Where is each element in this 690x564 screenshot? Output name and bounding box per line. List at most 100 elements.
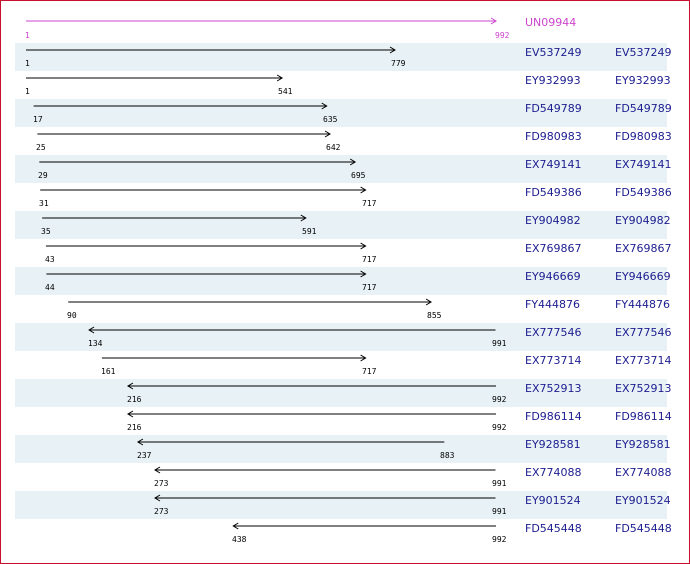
alignment-end: 992 <box>492 535 507 544</box>
accession-link[interactable]: EX752913 <box>525 382 582 395</box>
accession-link[interactable]: EY904982 <box>525 214 581 227</box>
accession-link-secondary[interactable]: EX749141 <box>615 158 672 171</box>
arrowhead-icon <box>389 46 396 54</box>
alignment-end: 642 <box>326 143 341 152</box>
accession-link[interactable]: EX777546 <box>525 326 582 339</box>
alignment-end: 991 <box>492 479 507 488</box>
arrowhead-icon <box>154 466 161 474</box>
arrowhead-icon <box>300 214 307 222</box>
arrowhead-icon <box>154 494 161 502</box>
alignment-end: 855 <box>427 311 442 320</box>
arrowhead-icon <box>126 410 134 418</box>
alignment-start: 237 <box>137 451 152 460</box>
alignment-row <box>15 491 667 519</box>
alignment-start: 1 <box>25 87 30 96</box>
alignment-start: 216 <box>127 395 142 404</box>
alignment-end: 991 <box>492 507 507 516</box>
accession-link-secondary[interactable]: EY928581 <box>615 438 671 451</box>
accession-link-secondary[interactable]: FD549789 <box>615 102 672 115</box>
accession-link[interactable]: EV537249 <box>525 46 582 59</box>
alignment-end: 717 <box>362 199 377 208</box>
accession-link[interactable]: EY932993 <box>525 74 581 87</box>
arrowhead-icon <box>136 438 144 446</box>
accession-link-secondary[interactable]: EY904982 <box>615 214 671 227</box>
alignment-end: 779 <box>391 59 406 68</box>
alignment-row <box>15 435 667 463</box>
arrowhead-icon <box>360 354 367 362</box>
accession-link-secondary[interactable]: FD980983 <box>615 130 672 143</box>
accession-link[interactable]: EY901524 <box>525 494 581 507</box>
alignment-start: 273 <box>154 507 169 516</box>
alignment-row <box>15 99 667 127</box>
accession-link-secondary[interactable]: EX752913 <box>615 382 672 395</box>
alignment-end: 991 <box>492 339 507 348</box>
alignment-end: 992 <box>492 395 507 404</box>
alignment-start: 43 <box>45 255 55 264</box>
alignment-end: 591 <box>302 227 317 236</box>
arrowhead-icon <box>425 298 432 306</box>
alignment-row <box>15 379 667 407</box>
alignment-start: 17 <box>33 115 43 124</box>
alignment-start: 273 <box>154 479 169 488</box>
alignment-end: 717 <box>362 255 377 264</box>
accession-link-secondary[interactable]: EY901524 <box>615 494 671 507</box>
accession-link-secondary[interactable]: FD545448 <box>615 522 672 535</box>
arrowhead-icon <box>276 74 284 82</box>
accession-link-secondary[interactable]: FD549386 <box>615 186 672 199</box>
accession-link[interactable]: EX749141 <box>525 158 582 171</box>
alignment-row <box>15 155 667 183</box>
alignment-end: 992 <box>492 423 507 432</box>
alignment-start: 438 <box>232 535 247 544</box>
arrowhead-icon <box>360 186 367 194</box>
accession-link[interactable]: EY946669 <box>525 270 581 283</box>
reference-start: 1 <box>25 31 30 40</box>
accession-link[interactable]: EX769867 <box>525 242 582 255</box>
accession-link[interactable]: FD549789 <box>525 102 582 115</box>
accession-link[interactable]: FY444876 <box>525 298 581 311</box>
alignment-row <box>15 211 667 239</box>
reference-end: 992 <box>495 31 510 40</box>
alignment-end: 635 <box>323 115 338 124</box>
alignment-start: 216 <box>127 423 142 432</box>
alignment-start: 31 <box>39 199 49 208</box>
accession-link[interactable]: FD545448 <box>525 522 582 535</box>
alignment-start: 35 <box>41 227 51 236</box>
accession-link-secondary[interactable]: EX773714 <box>615 354 672 367</box>
accession-link-secondary[interactable]: EY946669 <box>615 270 671 283</box>
accession-link-secondary[interactable]: FY444876 <box>615 298 671 311</box>
arrowhead-icon <box>324 130 331 138</box>
alignment-end: 883 <box>440 451 455 460</box>
reference-arrowhead <box>490 17 497 25</box>
accession-link-secondary[interactable]: EV537249 <box>615 46 672 59</box>
alignment-start: 25 <box>36 143 46 152</box>
alignment-row <box>15 43 667 71</box>
alignment-start: 134 <box>88 339 103 348</box>
accession-link[interactable]: FD986114 <box>525 410 582 423</box>
accession-link-secondary[interactable]: EX777546 <box>615 326 672 339</box>
alignment-end: 695 <box>351 171 366 180</box>
reference-id-link[interactable]: UN09944 <box>525 16 577 29</box>
accession-link-secondary[interactable]: EY932993 <box>615 74 671 87</box>
arrowhead-icon <box>360 242 367 250</box>
alignment-start: 1 <box>25 59 30 68</box>
accession-link-secondary[interactable]: FD986114 <box>615 410 672 423</box>
accession-link[interactable]: EX773714 <box>525 354 582 367</box>
arrowhead-icon <box>88 326 95 334</box>
accession-link[interactable]: FD549386 <box>525 186 582 199</box>
alignment-row <box>15 323 667 351</box>
accession-link[interactable]: EY928581 <box>525 438 581 451</box>
alignment-end: 541 <box>278 87 293 96</box>
accession-link-secondary[interactable]: EX769867 <box>615 242 672 255</box>
alignment-row <box>15 267 667 295</box>
arrowhead-icon <box>321 102 328 110</box>
accession-link[interactable]: FD980983 <box>525 130 582 143</box>
accession-link-secondary[interactable]: EX774088 <box>615 466 672 479</box>
alignment-end: 717 <box>362 283 377 292</box>
arrowhead-icon <box>360 270 367 278</box>
alignment-start: 161 <box>101 367 116 376</box>
arrowhead-icon <box>232 522 239 530</box>
accession-link[interactable]: EX774088 <box>525 466 582 479</box>
alignment-start: 44 <box>45 283 55 292</box>
